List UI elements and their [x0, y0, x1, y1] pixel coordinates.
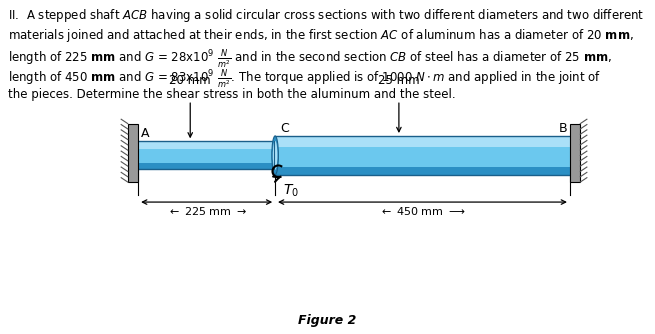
Bar	[128, 124, 138, 182]
Text: materials joined and attached at their ends, in the first section $\mathit{AC}$ : materials joined and attached at their e…	[8, 27, 634, 44]
Text: C: C	[280, 122, 289, 135]
Text: Figure 2: Figure 2	[298, 314, 357, 327]
Bar	[138, 163, 275, 169]
Text: $\leftarrow$ 225 mm $\rightarrow$: $\leftarrow$ 225 mm $\rightarrow$	[166, 205, 247, 217]
Bar	[570, 124, 580, 182]
Text: $T_0$: $T_0$	[283, 183, 299, 199]
Text: the pieces. Determine the shear stress in both the aluminum and the steel.: the pieces. Determine the shear stress i…	[8, 88, 455, 101]
Text: II.  A stepped shaft $\mathit{ACB}$ having a solid circular cross sections with : II. A stepped shaft $\mathit{ACB}$ havin…	[8, 7, 644, 24]
Ellipse shape	[272, 141, 278, 170]
Bar	[138, 142, 275, 149]
Bar	[275, 137, 570, 147]
Bar	[138, 141, 275, 169]
Text: A: A	[141, 127, 149, 140]
Bar	[275, 167, 570, 175]
Text: length of 225 $\bf{mm}$ and $G$ = 28x10$^9$ $\frac{N}{m^2}$ and in the second se: length of 225 $\bf{mm}$ and $G$ = 28x10$…	[8, 47, 612, 71]
Bar	[275, 136, 570, 175]
Text: $\leftarrow$ 450 mm $\longrightarrow$: $\leftarrow$ 450 mm $\longrightarrow$	[379, 205, 466, 217]
Ellipse shape	[272, 136, 278, 175]
Text: B: B	[559, 122, 567, 135]
Text: 20 mm: 20 mm	[170, 74, 211, 87]
Text: length of 450 $\bf{mm}$ and $G$ = 83x10$^9$ $\frac{N}{m^2}$. The torque applied : length of 450 $\bf{mm}$ and $G$ = 83x10$…	[8, 68, 601, 91]
Text: 25 mm: 25 mm	[378, 74, 420, 87]
